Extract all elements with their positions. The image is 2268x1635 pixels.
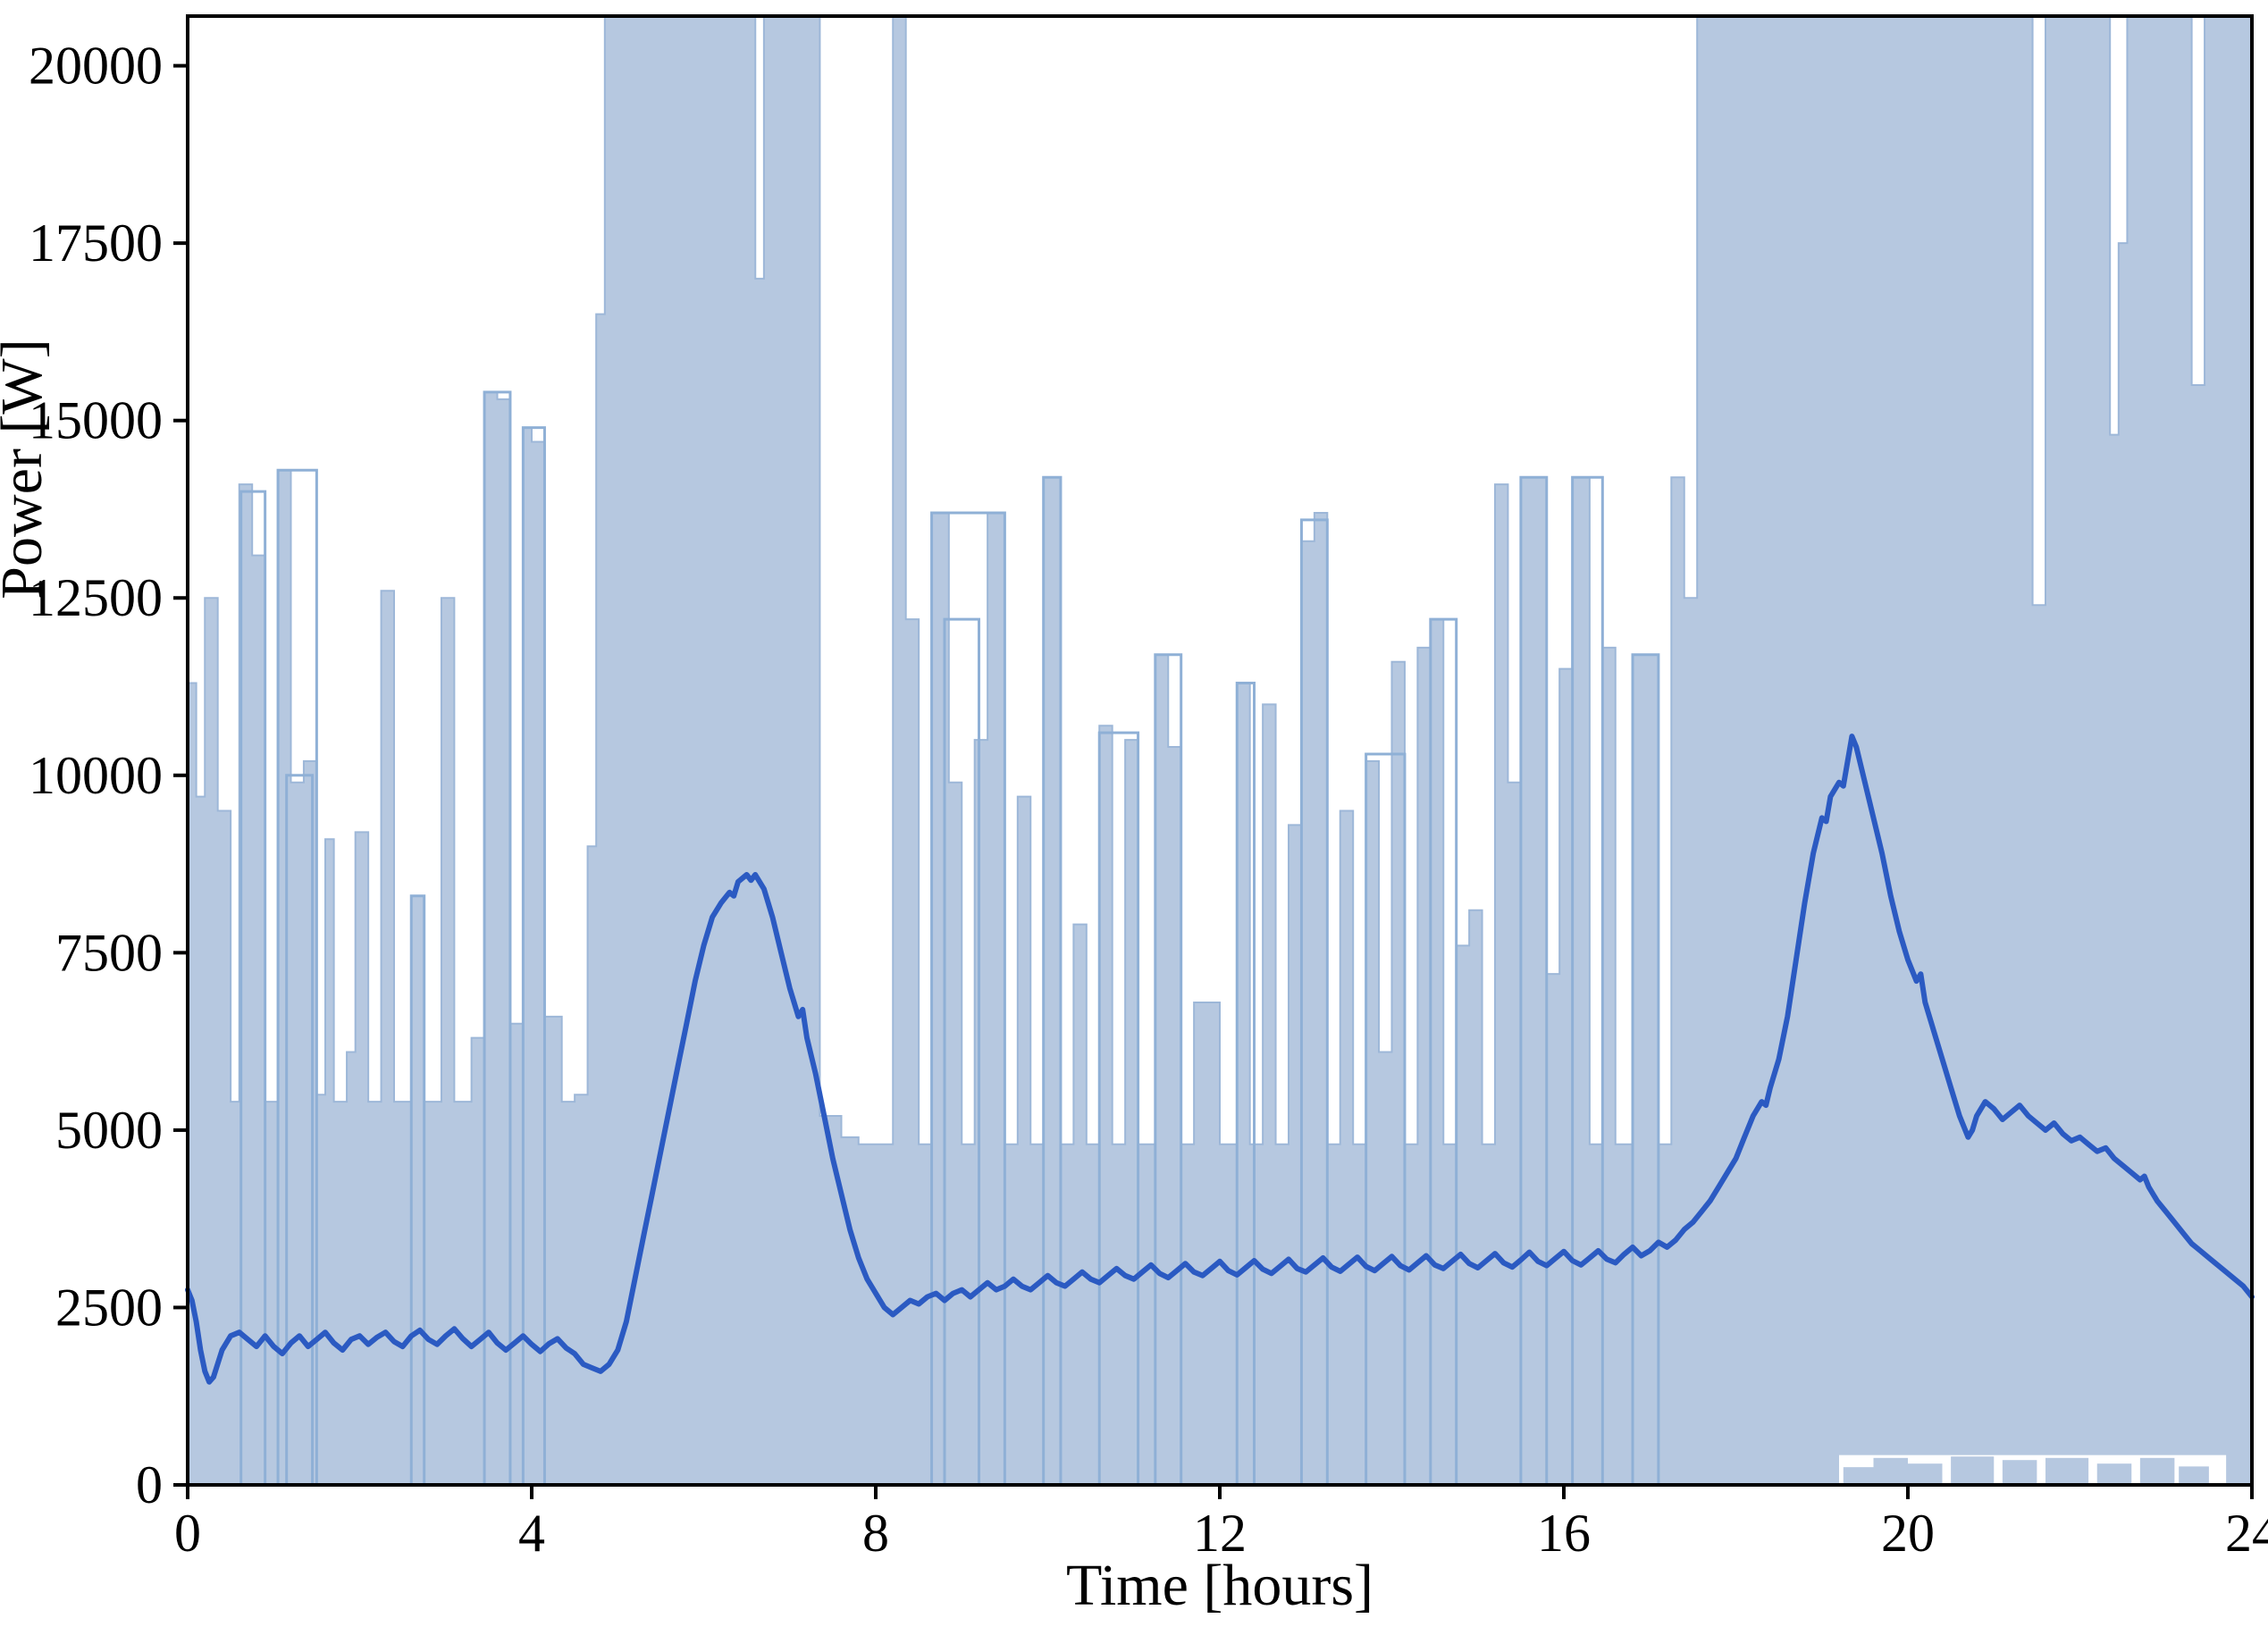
individual-profile-outline <box>1299 518 1329 1485</box>
y-tick-label: 5000 <box>55 1101 163 1160</box>
y-axis-label: Power [W] <box>0 339 55 599</box>
individual-profile-outline <box>483 390 512 1485</box>
y-tick-label: 0 <box>136 1455 163 1514</box>
individual-profile-outline <box>1519 475 1549 1485</box>
bottom-bump <box>2179 1466 2209 1483</box>
individual-profile-outline <box>276 468 318 1485</box>
y-tick-label: 15000 <box>29 391 163 450</box>
mean-load-line <box>185 734 2255 1385</box>
y-tick-label: 12500 <box>29 568 163 627</box>
y-tick-label: 17500 <box>29 214 163 272</box>
x-tick-label: 24 <box>2225 1504 2268 1563</box>
individual-profile-outline <box>1097 731 1140 1485</box>
individual-profile-outline <box>1235 682 1256 1485</box>
x-tick-label: 0 <box>174 1504 201 1563</box>
bottom-bump <box>1951 1456 1995 1483</box>
y-tick-label: 2500 <box>55 1278 163 1337</box>
bottom-bump <box>1873 1457 1908 1483</box>
individual-profile-outline <box>1429 617 1458 1485</box>
individual-profile-outline <box>239 490 267 1485</box>
y-tick-label: 7500 <box>55 923 163 982</box>
individual-profile-outline <box>1154 653 1183 1485</box>
individual-profile-outline <box>521 426 546 1485</box>
y-tick-label: 20000 <box>29 37 163 96</box>
individual-profile-outline <box>1571 475 1604 1485</box>
x-axis-label: Time [hours] <box>1066 1553 1373 1618</box>
individual-profile-outline <box>1365 752 1407 1485</box>
individual-profile-outline <box>1042 475 1063 1485</box>
individual-profile-outline <box>930 511 1006 1485</box>
x-tick-label: 20 <box>1881 1504 1935 1563</box>
bottom-bump <box>2139 1457 2175 1483</box>
x-tick-label: 16 <box>1537 1504 1591 1563</box>
bottom-bump <box>1843 1467 1874 1483</box>
x-tick-label: 12 <box>1193 1504 1247 1563</box>
individual-profile-outline <box>409 894 426 1485</box>
individual-profile-outline <box>285 774 315 1485</box>
plot-layer: 0 4 8 12 16 20 24 0 2500 5000 7500 10000 12500 15000 1… <box>29 14 2268 1563</box>
bottom-bump <box>2002 1460 2037 1483</box>
individual-profile-outline <box>1631 653 1660 1485</box>
x-tick-label: 4 <box>518 1504 545 1563</box>
bottom-bump <box>2045 1457 2089 1483</box>
load-profiles-envelope-area <box>187 15 2253 1486</box>
bottom-bump <box>1908 1463 1943 1483</box>
y-tick-label: 10000 <box>29 746 163 805</box>
x-tick-label: 8 <box>862 1504 889 1563</box>
individual-profile-outline <box>943 617 980 1485</box>
bottom-bump <box>2096 1463 2132 1483</box>
